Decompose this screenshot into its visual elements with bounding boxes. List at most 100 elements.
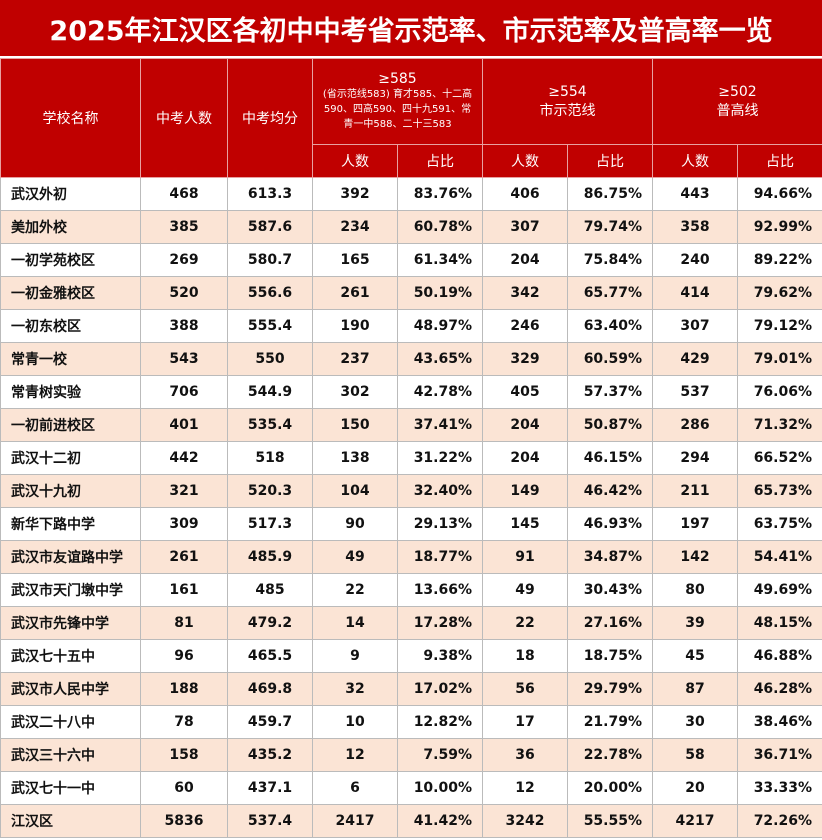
cell: 138	[312, 441, 398, 475]
cell: 3242	[482, 804, 568, 838]
cell: 39	[652, 606, 738, 640]
cell: 307	[652, 309, 738, 343]
table-row: 武汉二十八中 78 459.7 10 12.82% 17 21.79% 30 38.46%	[0, 705, 822, 739]
cell: 321	[140, 474, 228, 508]
cell: 46.28%	[737, 672, 822, 706]
header-group: ≥554 市示范线	[482, 58, 653, 145]
cell: 87	[652, 672, 738, 706]
cell: 27.16%	[567, 606, 653, 640]
cell: 414	[652, 276, 738, 310]
cell: 14	[312, 606, 398, 640]
cell: 469.8	[227, 672, 313, 706]
cell: 57.37%	[567, 375, 653, 409]
school-name: 江汉区	[0, 804, 141, 838]
cell: 4217	[652, 804, 738, 838]
header-cell: 中考人数	[140, 58, 228, 178]
cell: 555.4	[227, 309, 313, 343]
cell: 550	[227, 342, 313, 376]
school-name: 武汉三十六中	[0, 738, 141, 772]
school-name: 一初金雅校区	[0, 276, 141, 310]
school-name: 常青一校	[0, 342, 141, 376]
cell: 556.6	[227, 276, 313, 310]
school-name: 一初学苑校区	[0, 243, 141, 277]
table-row: 常青一校 543 550 237 43.65% 329 60.59% 429 79.01%	[0, 342, 822, 376]
school-name: 武汉市先锋中学	[0, 606, 141, 640]
header-cell: 中考均分	[227, 58, 313, 178]
title: 2025年江汉区各初中中考省示范率、市示范率及普高率一览	[0, 0, 822, 58]
table-row: 武汉七十一中 60 437.1 6 10.00% 12 20.00% 20 33.33%	[0, 771, 822, 805]
cell: 7.59%	[397, 738, 483, 772]
cell: 31.22%	[397, 441, 483, 475]
cell: 36.71%	[737, 738, 822, 772]
cell: 20.00%	[567, 771, 653, 805]
table-row: 武汉三十六中 158 435.2 12 7.59% 36 22.78% 58 36.71%	[0, 738, 822, 772]
cell: 329	[482, 342, 568, 376]
cell: 22.78%	[567, 738, 653, 772]
school-name: 武汉市人民中学	[0, 672, 141, 706]
cell: 56	[482, 672, 568, 706]
cell: 79.62%	[737, 276, 822, 310]
cell: 429	[652, 342, 738, 376]
cell: 465.5	[227, 639, 313, 673]
cell: 91	[482, 540, 568, 574]
cell: 435.2	[227, 738, 313, 772]
school-name: 武汉市友谊路中学	[0, 540, 141, 574]
cell: 204	[482, 408, 568, 442]
cell: 86.75%	[567, 177, 653, 211]
cell: 5836	[140, 804, 228, 838]
cell: 20	[652, 771, 738, 805]
cell: 63.40%	[567, 309, 653, 343]
school-name: 武汉外初	[0, 177, 141, 211]
cell: 17	[482, 705, 568, 739]
table-row: 一初学苑校区 269 580.7 165 61.34% 204 75.84% 240 89.22…	[0, 243, 822, 277]
cell: 78	[140, 705, 228, 739]
cell: 34.87%	[567, 540, 653, 574]
header-cell: 占比	[567, 144, 653, 178]
cell: 94.66%	[737, 177, 822, 211]
cell: 188	[140, 672, 228, 706]
cell: 12	[482, 771, 568, 805]
school-name: 一初前进校区	[0, 408, 141, 442]
cell: 49	[312, 540, 398, 574]
cell: 41.42%	[397, 804, 483, 838]
cell: 17.02%	[397, 672, 483, 706]
cell: 49.69%	[737, 573, 822, 607]
cell: 48.97%	[397, 309, 483, 343]
school-name: 美加外校	[0, 210, 141, 244]
note: 普高线	[716, 102, 759, 119]
school-name: 常青树实验	[0, 375, 141, 409]
school-name: 武汉十二初	[0, 441, 141, 475]
cell: 79.01%	[737, 342, 822, 376]
cell: 388	[140, 309, 228, 343]
cell: 468	[140, 177, 228, 211]
cell: 29.13%	[397, 507, 483, 541]
cell: 75.84%	[567, 243, 653, 277]
cell: 65.77%	[567, 276, 653, 310]
school-name: 新华下路中学	[0, 507, 141, 541]
cell: 261	[140, 540, 228, 574]
cell: 204	[482, 243, 568, 277]
cell: 58	[652, 738, 738, 772]
table-row: 新华下路中学 309 517.3 90 29.13% 145 46.93% 197 63.75%	[0, 507, 822, 541]
table: 学校名称 中考人数 中考均分 ≥585 (省示范线583) 育才585、十二高59…	[0, 58, 822, 838]
cell: 211	[652, 474, 738, 508]
school-name: 武汉市天门墩中学	[0, 573, 141, 607]
table-row: 一初东校区 388 555.4 190 48.97% 246 63.40% 307 79.12%	[0, 309, 822, 343]
cell: 60	[140, 771, 228, 805]
threshold: ≥585	[378, 70, 417, 87]
cell: 46.88%	[737, 639, 822, 673]
cell: 165	[312, 243, 398, 277]
school-name: 武汉二十八中	[0, 705, 141, 739]
cell: 30	[652, 705, 738, 739]
table-row: 武汉市友谊路中学 261 485.9 49 18.77% 91 34.87% 142 54.41…	[0, 540, 822, 574]
header-cell: 人数	[312, 144, 398, 178]
cell: 17.28%	[397, 606, 483, 640]
cell: 442	[140, 441, 228, 475]
cell: 246	[482, 309, 568, 343]
header-cell: 人数	[482, 144, 568, 178]
cell: 76.06%	[737, 375, 822, 409]
cell: 63.75%	[737, 507, 822, 541]
cell: 9.38%	[397, 639, 483, 673]
cell: 197	[652, 507, 738, 541]
cell: 269	[140, 243, 228, 277]
